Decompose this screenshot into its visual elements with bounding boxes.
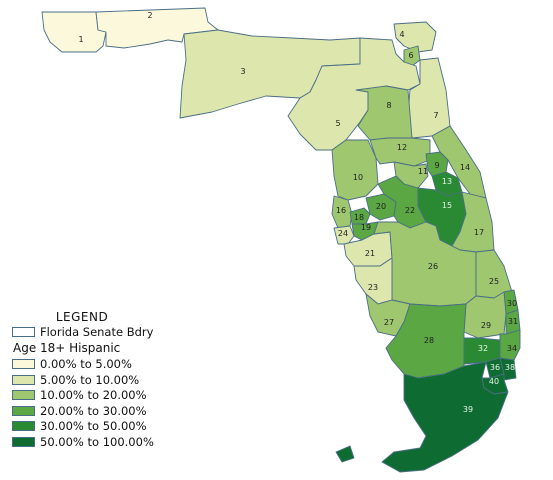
district-label-5: 5 bbox=[335, 119, 340, 128]
legend-swatch bbox=[12, 421, 35, 432]
legend-subtitle: Age 18+ Hispanic bbox=[13, 340, 121, 355]
legend-title: LEGEND bbox=[55, 310, 109, 324]
district-label-8: 8 bbox=[386, 101, 391, 110]
district-label-20: 20 bbox=[376, 202, 386, 211]
district-label-7: 7 bbox=[433, 111, 438, 120]
district-label-9: 9 bbox=[434, 161, 439, 170]
district-label-4: 4 bbox=[399, 30, 404, 39]
legend-class-row: 30.00% to 50.00% bbox=[12, 419, 162, 435]
district-label-13: 13 bbox=[442, 177, 452, 186]
boundary-swatch bbox=[12, 326, 35, 337]
district-label-12: 12 bbox=[397, 143, 407, 152]
legend: LEGEND Florida Senate Bdry Age 18+ Hispa… bbox=[12, 310, 162, 450]
district-label-28: 28 bbox=[424, 336, 434, 345]
district-label-10: 10 bbox=[353, 173, 363, 182]
district-label-2: 2 bbox=[147, 11, 152, 20]
legend-class-label: 30.00% to 50.00% bbox=[40, 419, 147, 434]
legend-class-row: 5.00% to 10.00% bbox=[12, 372, 162, 388]
legend-class-row: 0.00% to 5.00% bbox=[12, 357, 162, 373]
district-4[interactable] bbox=[393, 21, 437, 53]
legend-class-label: 0.00% to 5.00% bbox=[40, 357, 132, 372]
district-39-island bbox=[335, 445, 355, 463]
legend-class-label: 10.00% to 20.00% bbox=[40, 388, 147, 403]
legend-classes: 0.00% to 5.00% 5.00% to 10.00% 10.00% to… bbox=[12, 357, 162, 450]
district-label-32: 32 bbox=[478, 344, 488, 353]
district-label-21: 21 bbox=[365, 249, 375, 258]
district-label-3: 3 bbox=[240, 67, 245, 76]
district-18[interactable] bbox=[349, 207, 371, 225]
legend-swatch bbox=[12, 359, 35, 370]
district-label-6: 6 bbox=[408, 51, 413, 60]
district-label-40: 40 bbox=[489, 377, 499, 386]
district-label-14: 14 bbox=[460, 163, 470, 172]
district-labels: 1234567891011121314151617181920212223242… bbox=[78, 11, 518, 414]
legend-swatch bbox=[12, 436, 35, 447]
district-label-11: 11 bbox=[418, 167, 428, 176]
district-label-15: 15 bbox=[442, 201, 452, 210]
district-2[interactable] bbox=[95, 7, 219, 49]
district-10[interactable] bbox=[331, 139, 379, 201]
legend-class-label: 50.00% to 100.00% bbox=[40, 434, 154, 449]
district-39[interactable] bbox=[381, 361, 509, 473]
district-label-18: 18 bbox=[354, 213, 364, 222]
district-label-24: 24 bbox=[338, 229, 348, 238]
legend-class-label: 5.00% to 10.00% bbox=[40, 372, 140, 387]
legend-class-label: 20.00% to 30.00% bbox=[40, 403, 147, 418]
legend-boundary-row: Florida Senate Bdry bbox=[12, 324, 162, 340]
district-label-29: 29 bbox=[481, 321, 491, 330]
district-25[interactable] bbox=[475, 249, 513, 299]
district-7[interactable] bbox=[407, 57, 451, 139]
district-24[interactable] bbox=[333, 225, 355, 245]
district-label-26: 26 bbox=[428, 262, 438, 271]
district-label-16: 16 bbox=[336, 206, 346, 215]
district-label-22: 22 bbox=[405, 206, 415, 215]
district-label-25: 25 bbox=[489, 277, 499, 286]
district-label-39: 39 bbox=[463, 405, 473, 414]
district-label-19: 19 bbox=[361, 223, 371, 232]
district-label-38: 38 bbox=[505, 363, 515, 372]
district-label-36: 36 bbox=[490, 363, 500, 372]
legend-class-row: 10.00% to 20.00% bbox=[12, 388, 162, 404]
district-label-23: 23 bbox=[368, 283, 378, 292]
district-label-27: 27 bbox=[384, 318, 394, 327]
district-5[interactable] bbox=[287, 37, 421, 151]
legend-swatch bbox=[12, 374, 35, 385]
legend-boundary-label: Florida Senate Bdry bbox=[40, 324, 154, 339]
district-6[interactable] bbox=[403, 45, 421, 67]
legend-swatch bbox=[12, 405, 35, 416]
legend-class-row: 20.00% to 30.00% bbox=[12, 403, 162, 419]
district-label-17: 17 bbox=[474, 228, 484, 237]
legend-class-row: 50.00% to 100.00% bbox=[12, 434, 162, 450]
district-label-31: 31 bbox=[508, 317, 518, 326]
legend-swatch bbox=[12, 390, 35, 401]
district-label-1: 1 bbox=[78, 35, 83, 44]
district-label-30: 30 bbox=[507, 299, 517, 308]
district-12[interactable] bbox=[369, 137, 431, 167]
district-label-34: 34 bbox=[507, 344, 517, 353]
